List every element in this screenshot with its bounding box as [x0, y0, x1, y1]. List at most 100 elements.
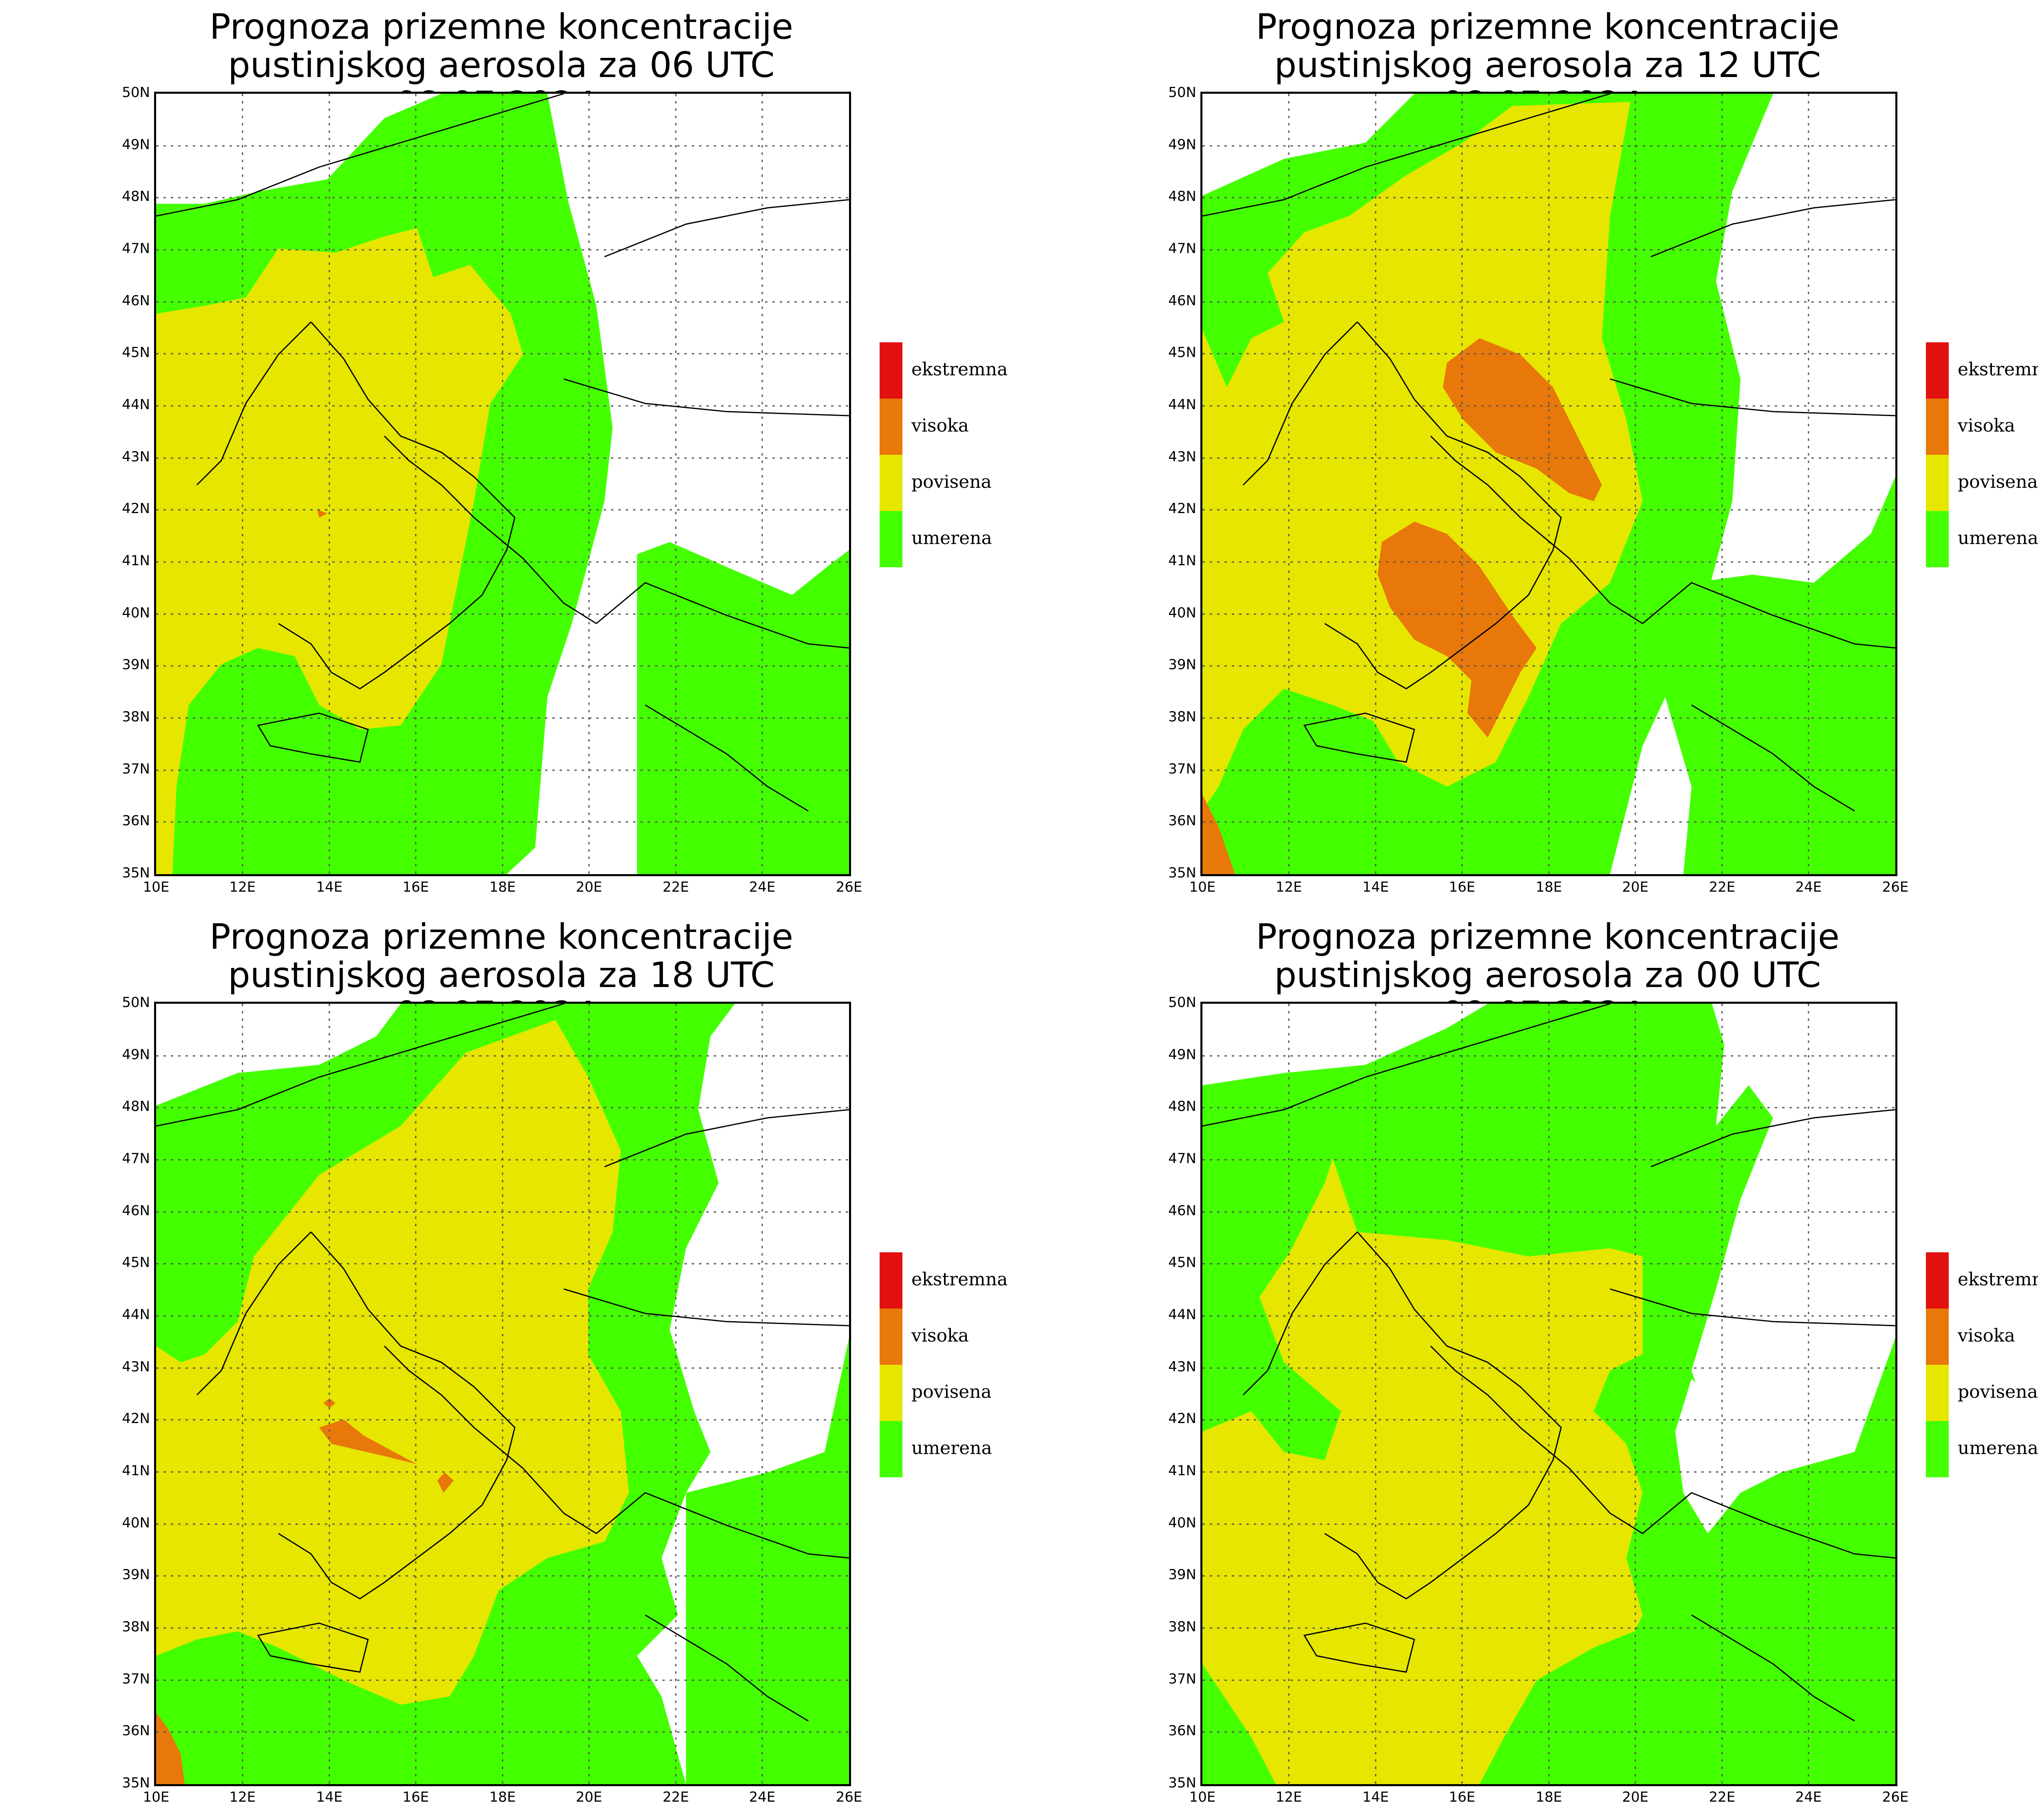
lon-label: 18E: [489, 879, 516, 895]
legend-label: ekstremna: [1958, 359, 2038, 380]
lat-label: 44N: [122, 397, 150, 413]
lat-label: 36N: [1168, 813, 1196, 829]
legend-swatch-ekstremna: [1926, 1252, 1949, 1309]
lat-label: 39N: [122, 657, 150, 673]
forecast-panel-18utc: Prognoza prizemne koncentracije pustinjs…: [0, 910, 1046, 1820]
legend-swatch-ekstremna: [880, 1252, 902, 1309]
forecast-panel-12utc: Prognoza prizemne koncentracije pustinjs…: [1046, 0, 2038, 910]
lat-label: 49N: [1168, 1047, 1196, 1063]
legend-label: visoka: [1958, 1325, 2015, 1346]
lat-label: 43N: [1168, 1359, 1196, 1375]
lon-label: 14E: [1362, 1789, 1389, 1805]
lon-label: 12E: [1275, 1789, 1302, 1805]
coastlines-borders: [156, 1004, 849, 1722]
lon-label: 18E: [489, 1789, 516, 1805]
coastlines-borders: [1202, 94, 1895, 812]
lat-label: 50N: [122, 994, 150, 1011]
graticule: [1202, 94, 1895, 874]
lon-label: 26E: [836, 879, 862, 895]
lat-label: 42N: [1168, 1410, 1196, 1427]
lat-label: 38N: [1168, 709, 1196, 725]
lon-label: 24E: [1795, 1789, 1822, 1805]
lon-label: 24E: [749, 1789, 776, 1805]
orange-region: [1202, 338, 1602, 874]
legend-label: umerena: [1958, 528, 2038, 549]
legend-swatch-visoka: [880, 399, 902, 455]
lon-label: 20E: [1622, 879, 1649, 895]
lat-label: 37N: [1168, 761, 1196, 777]
lat-label: 39N: [122, 1567, 150, 1583]
forecast-panel-00utc: Prognoza prizemne koncentracije pustinjs…: [1046, 910, 2038, 1820]
lon-label: 16E: [402, 1789, 429, 1805]
panel-title-line1: Prognoza prizemne koncentracije: [1255, 917, 1840, 957]
lon-label: 24E: [749, 879, 776, 895]
lat-label: 50N: [122, 84, 150, 101]
lon-label: 22E: [1709, 1789, 1736, 1805]
legend-label: umerena: [1958, 1438, 2038, 1459]
lat-label: 35N: [122, 1775, 150, 1791]
coastlines-borders: [1202, 1004, 1895, 1722]
lat-label: 44N: [1168, 397, 1196, 413]
lat-label: 49N: [1168, 137, 1196, 153]
coastlines-borders: [156, 94, 849, 812]
lat-label: 46N: [1168, 293, 1196, 309]
lon-label: 12E: [229, 1789, 256, 1805]
lon-label: 20E: [576, 879, 602, 895]
lat-label: 41N: [122, 553, 150, 569]
orange-region: [317, 509, 327, 518]
legend-swatch-umerena: [880, 1421, 902, 1477]
map-area: [154, 92, 851, 876]
panel-title-line1: Prognoza prizemne koncentracije: [1255, 7, 1840, 47]
panel-title-line2: pustinjskog aerosola za 00 UTC 09.07.202…: [1274, 955, 1821, 1034]
legend-swatch-ekstremna: [1926, 342, 1949, 399]
lat-label: 35N: [1168, 865, 1196, 881]
lon-label: 12E: [229, 879, 256, 895]
lon-label: 10E: [143, 879, 170, 895]
lat-label: 42N: [122, 1410, 150, 1427]
lat-label: 35N: [1168, 1775, 1196, 1791]
lat-label: 49N: [122, 137, 150, 153]
legend-swatch-povisena: [1926, 455, 1949, 511]
lon-label: 26E: [1882, 879, 1909, 895]
legend-label: umerena: [911, 1438, 992, 1459]
lon-label: 16E: [1449, 879, 1476, 895]
legend-label: povisena: [1958, 1382, 2038, 1402]
lat-label: 39N: [1168, 657, 1196, 673]
lat-label: 50N: [1168, 994, 1196, 1011]
lat-label: 43N: [1168, 449, 1196, 465]
lat-label: 39N: [1168, 1567, 1196, 1583]
lat-label: 38N: [122, 709, 150, 725]
legend-label: visoka: [911, 415, 969, 436]
lat-label: 47N: [1168, 1150, 1196, 1167]
lat-label: 45N: [1168, 344, 1196, 361]
legend-swatch-umerena: [1926, 511, 1949, 567]
lat-label: 49N: [122, 1047, 150, 1063]
lon-label: 16E: [402, 879, 429, 895]
legend-swatch-povisena: [1926, 1365, 1949, 1421]
lat-label: 46N: [1168, 1203, 1196, 1219]
lat-label: 44N: [122, 1307, 150, 1323]
lat-label: 47N: [122, 1150, 150, 1167]
lat-label: 47N: [122, 240, 150, 257]
legend-swatch-umerena: [880, 511, 902, 567]
legend-label: visoka: [911, 1325, 969, 1346]
lat-label: 45N: [1168, 1254, 1196, 1271]
graticule: [1202, 1004, 1895, 1784]
panel-title-line1: Prognoza prizemne koncentracije: [209, 917, 794, 957]
lat-label: 43N: [122, 1359, 150, 1375]
lat-label: 40N: [1168, 605, 1196, 621]
lon-label: 14E: [1362, 879, 1389, 895]
lat-label: 38N: [122, 1619, 150, 1635]
lat-label: 42N: [122, 500, 150, 517]
lon-label: 22E: [1709, 879, 1736, 895]
map-area: [1200, 1002, 1897, 1786]
forecast-panel-06utc: Prognoza prizemne koncentracije pustinjs…: [0, 0, 1046, 910]
lon-label: 12E: [1275, 879, 1302, 895]
legend-label: ekstremna: [911, 1269, 1008, 1290]
lat-label: 37N: [122, 1671, 150, 1687]
graticule: [156, 1004, 849, 1784]
legend-swatch-visoka: [1926, 1309, 1949, 1365]
lat-label: 46N: [122, 293, 150, 309]
lat-label: 40N: [1168, 1515, 1196, 1531]
lat-label: 40N: [122, 1515, 150, 1531]
